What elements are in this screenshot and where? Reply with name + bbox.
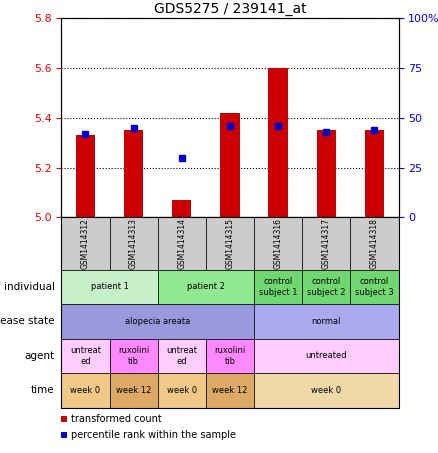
Polygon shape [61, 284, 69, 289]
Bar [61, 217, 399, 408]
Text: GSM1414316: GSM1414316 [274, 218, 283, 269]
Text: percentile rank within the sample: percentile rank within the sample [71, 430, 237, 440]
Bar [124, 130, 143, 217]
Text: GSM1414314: GSM1414314 [177, 218, 186, 269]
Bar [61, 339, 110, 373]
Text: GSM1414315: GSM1414315 [226, 218, 234, 269]
Bar [254, 270, 302, 304]
Bar [268, 68, 288, 217]
Bar [110, 373, 158, 408]
Title: GDS5275 / 239141_at: GDS5275 / 239141_at [154, 2, 306, 16]
Bar [61, 270, 158, 304]
Bar [350, 217, 399, 270]
Text: agent: agent [25, 351, 55, 361]
Bar [110, 339, 158, 373]
Text: week 0: week 0 [167, 386, 197, 395]
Polygon shape [61, 353, 69, 359]
Text: alopecia areata: alopecia areata [125, 317, 190, 326]
Bar [254, 373, 399, 408]
Bar [158, 339, 206, 373]
Text: control
subject 2: control subject 2 [307, 277, 346, 297]
Text: untreat
ed: untreat ed [70, 346, 101, 366]
Text: untreated: untreated [305, 352, 347, 361]
Bar [254, 217, 302, 270]
Text: control
subject 3: control subject 3 [355, 277, 394, 297]
Text: untreat
ed: untreat ed [166, 346, 197, 366]
Bar [61, 416, 67, 422]
Bar [302, 270, 350, 304]
Text: GSM1414318: GSM1414318 [370, 218, 379, 269]
Bar [220, 113, 240, 217]
Bar [317, 130, 336, 217]
Text: week 12: week 12 [212, 386, 247, 395]
Text: GSM1414312: GSM1414312 [81, 218, 90, 269]
Bar [61, 432, 67, 438]
Bar [254, 304, 399, 339]
Bar [172, 200, 191, 217]
Bar [206, 339, 254, 373]
Text: patient 1: patient 1 [91, 282, 128, 291]
Polygon shape [61, 388, 69, 393]
Bar [61, 373, 110, 408]
Text: individual: individual [4, 282, 55, 292]
Text: normal: normal [311, 317, 341, 326]
Text: week 0: week 0 [311, 386, 341, 395]
Bar [61, 304, 254, 339]
Bar [158, 270, 254, 304]
Text: ruxolini
tib: ruxolini tib [118, 346, 149, 366]
Text: patient 2: patient 2 [187, 282, 225, 291]
Bar [206, 373, 254, 408]
Text: transformed count: transformed count [71, 414, 162, 424]
Text: week 0: week 0 [71, 386, 100, 395]
Bar [254, 339, 399, 373]
Text: ruxolini
tib: ruxolini tib [214, 346, 246, 366]
Bar [158, 217, 206, 270]
Polygon shape [61, 318, 69, 324]
Bar [158, 373, 206, 408]
Text: disease state: disease state [0, 316, 55, 326]
Text: time: time [31, 386, 55, 395]
Text: week 12: week 12 [116, 386, 151, 395]
Text: GSM1414317: GSM1414317 [322, 218, 331, 269]
Text: control
subject 1: control subject 1 [259, 277, 297, 297]
Bar [350, 270, 399, 304]
Bar [206, 217, 254, 270]
Bar [365, 130, 384, 217]
Bar [61, 217, 110, 270]
Bar [76, 135, 95, 217]
Text: GSM1414313: GSM1414313 [129, 218, 138, 269]
Bar [302, 217, 350, 270]
Bar [110, 217, 158, 270]
